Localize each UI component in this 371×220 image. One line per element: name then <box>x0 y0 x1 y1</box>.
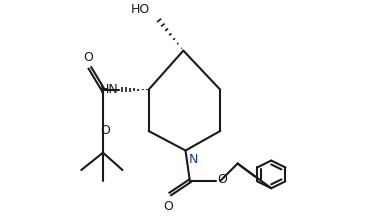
Text: O: O <box>100 125 110 138</box>
Text: O: O <box>83 51 93 64</box>
Text: HO: HO <box>131 3 150 16</box>
Text: HN: HN <box>99 83 118 96</box>
Text: N: N <box>189 153 198 166</box>
Text: O: O <box>163 200 173 213</box>
Text: O: O <box>217 173 227 186</box>
